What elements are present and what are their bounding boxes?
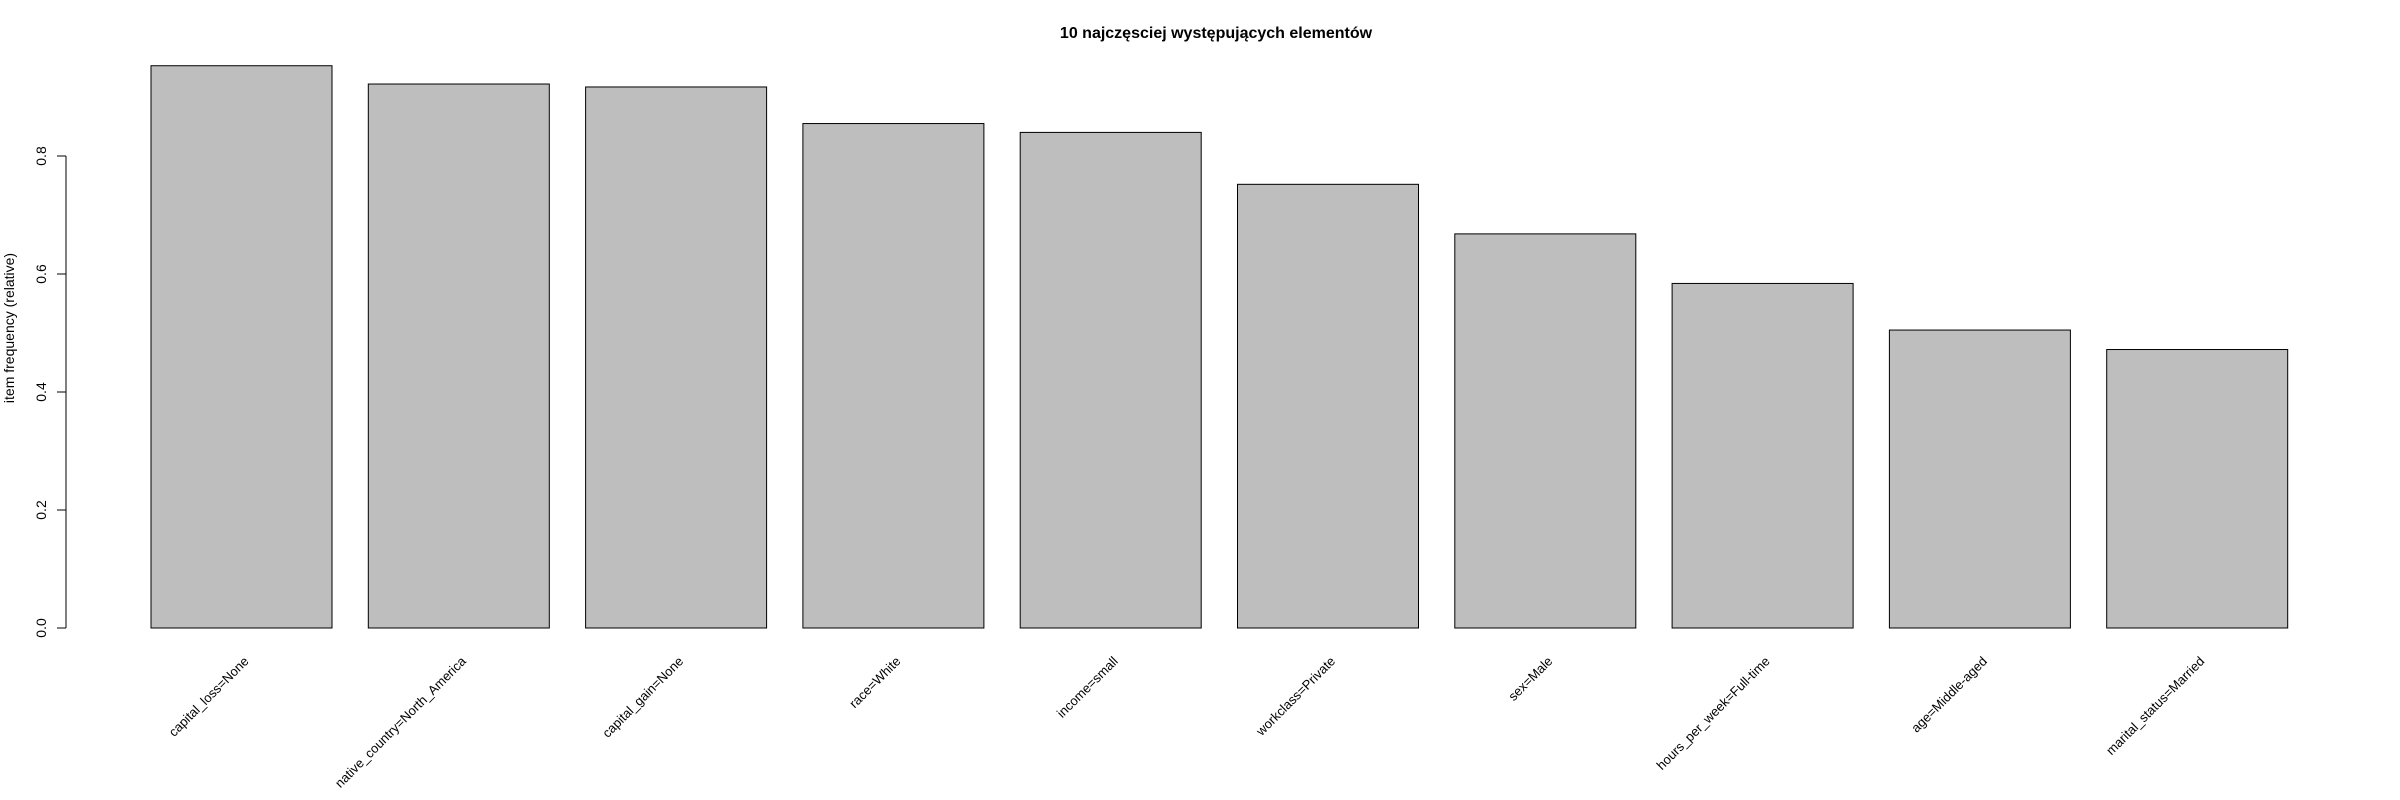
bar [1019, 131, 1202, 629]
y-axis: 0.0 0.2 0.4 0.6 0.8 [33, 146, 67, 638]
x-tick-label: workclass=Private [1252, 654, 1338, 740]
x-tick-label: marital_status=Married [2103, 654, 2207, 758]
bars [150, 65, 2289, 629]
x-tick-label: capital_gain=None [599, 654, 686, 741]
bar [1888, 329, 2071, 629]
y-tick-label: 0.4 [33, 382, 49, 402]
bar [585, 86, 768, 629]
y-tick-label: 0.6 [33, 264, 49, 284]
x-tick-label: age=Middle-aged [1908, 654, 1990, 736]
x-tick-label: race=White [846, 654, 903, 711]
y-tick-label: 0.2 [33, 500, 49, 520]
bar [367, 83, 550, 629]
bar [1671, 282, 1854, 629]
bar [150, 65, 333, 629]
bar [2106, 349, 2289, 629]
y-tick-label: 0.0 [33, 618, 49, 638]
chart-title: 10 najczęsciej występujących elementów [1060, 25, 1373, 42]
x-tick-label: income=small [1054, 653, 1121, 720]
bar [1237, 183, 1419, 629]
x-axis-labels: capital_loss=None native_country=North_Am… [166, 653, 2208, 791]
y-tick-label: 0.8 [33, 146, 49, 166]
x-tick-label: native_country=North_America [332, 653, 470, 791]
x-tick-label: capital_loss=None [166, 654, 252, 740]
bar [1454, 233, 1637, 629]
x-tick-label: hours_per_week=Full-time [1654, 654, 1773, 773]
y-axis-label: item frequency (relative) [1, 253, 17, 403]
bar [802, 123, 985, 629]
x-tick-label: sex=Male [1505, 654, 1555, 704]
